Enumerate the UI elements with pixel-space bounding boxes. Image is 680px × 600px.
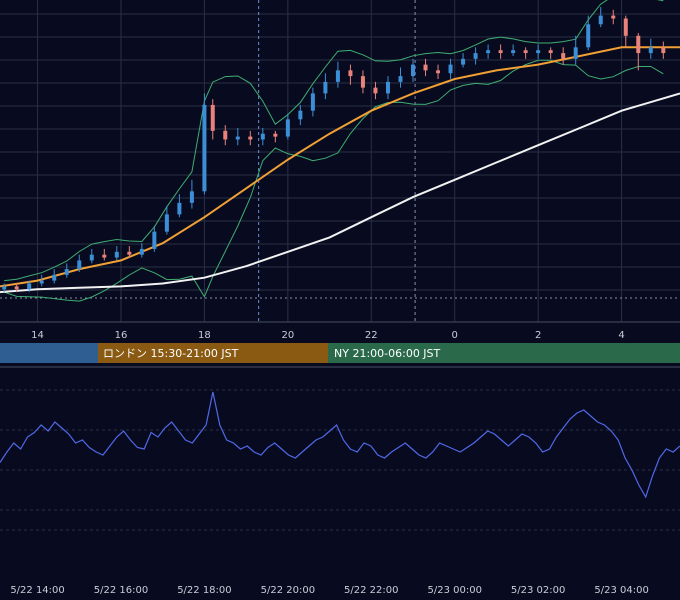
candle-body	[64, 269, 69, 275]
candle-body	[189, 191, 194, 203]
session-london-block	[98, 343, 328, 363]
oscillator-x-axis: 5/22 14:00 5/22 16:00 5/22 18:00 5/22 20:00…	[10, 585, 649, 596]
moving-averages	[0, 46, 680, 294]
candle-body	[373, 87, 378, 94]
osc-x-tick-label: 5/23 02:00	[511, 585, 565, 596]
candle-body	[164, 214, 169, 232]
candle-body	[39, 280, 44, 284]
candle-body	[486, 50, 491, 54]
candle-body	[114, 251, 119, 258]
candle-body	[436, 70, 441, 74]
candle-body	[127, 251, 132, 255]
candle-body	[348, 70, 353, 77]
x-tick-label: 0	[452, 330, 458, 341]
candle-body	[310, 93, 315, 111]
candle-body	[14, 286, 19, 290]
price-grid	[0, 0, 680, 323]
candle-body	[611, 15, 616, 19]
osc-x-tick-label: 5/22 18:00	[177, 585, 231, 596]
candle-body	[298, 110, 303, 120]
candle-body	[385, 81, 390, 94]
osc-x-tick-label: 5/22 20:00	[261, 585, 315, 596]
candle-body	[177, 202, 182, 215]
candle-body	[285, 119, 290, 137]
x-tick-label: 4	[618, 330, 624, 341]
session-bar: ロンドン 15:30-21:00 JST NY 21:00-06:00 JST	[0, 343, 680, 363]
session-ny-block	[328, 343, 680, 363]
candle-body	[335, 70, 340, 82]
osc-x-tick-label: 5/22 22:00	[344, 585, 398, 596]
candle-body	[223, 130, 228, 140]
candle-body	[52, 274, 57, 281]
x-tick-label: 20	[281, 330, 294, 341]
candle-body	[636, 35, 641, 54]
candle-body	[573, 47, 578, 59]
candle-body	[360, 76, 365, 88]
candle-body	[102, 254, 107, 258]
candle-body	[561, 53, 566, 59]
candle-body	[548, 50, 553, 54]
candle-body	[210, 104, 215, 131]
session-ny-label: NY 21:00-06:00 JST	[334, 347, 441, 360]
oscillator-line	[0, 391, 680, 499]
candle-body	[461, 58, 466, 65]
candle-body	[648, 47, 653, 54]
candle-body	[260, 133, 265, 140]
bollinger-upper-line	[4, 0, 664, 282]
ma-fast-line	[0, 46, 680, 288]
candle-body	[523, 50, 528, 54]
x-tick-label: 14	[31, 330, 44, 341]
session-london-label: ロンドン 15:30-21:00 JST	[103, 347, 239, 360]
candle-body	[152, 231, 157, 249]
x-tick-label: 2	[535, 330, 541, 341]
price-x-axis: 14 16 18 20 22 0 2 4	[31, 330, 625, 341]
candle-body	[598, 15, 603, 25]
x-tick-label: 16	[115, 330, 128, 341]
candle-body	[498, 50, 503, 54]
candle-body	[536, 50, 541, 54]
candle-body	[77, 260, 82, 270]
candle-body	[473, 53, 478, 59]
candle-body	[623, 18, 628, 36]
candle-body	[248, 136, 253, 140]
candle-body	[511, 50, 516, 54]
candle-body	[2, 286, 7, 290]
candle-body	[586, 24, 591, 48]
session-tokyo-block	[0, 343, 98, 363]
candle-body	[27, 283, 32, 290]
candle-body	[235, 136, 240, 140]
candle-body	[448, 64, 453, 74]
osc-x-tick-label: 5/22 14:00	[10, 585, 64, 596]
candle-body	[323, 81, 328, 94]
osc-x-tick-label: 5/23 04:00	[594, 585, 648, 596]
x-tick-label: 22	[365, 330, 378, 341]
candlesticks	[2, 7, 666, 293]
osc-x-tick-label: 5/23 00:00	[427, 585, 481, 596]
candle-body	[661, 47, 666, 54]
candle-body	[202, 104, 207, 192]
candle-body	[139, 248, 144, 255]
candle-body	[273, 133, 278, 137]
x-tick-label: 18	[198, 330, 211, 341]
osc-x-tick-label: 5/22 16:00	[94, 585, 148, 596]
candle-body	[89, 254, 94, 261]
candle-body	[411, 64, 416, 77]
candle-body	[398, 76, 403, 82]
oscillator-line-group	[0, 391, 680, 499]
ma-slow-line	[0, 92, 680, 294]
candle-body	[423, 64, 428, 71]
oscillator-grid	[0, 366, 680, 531]
